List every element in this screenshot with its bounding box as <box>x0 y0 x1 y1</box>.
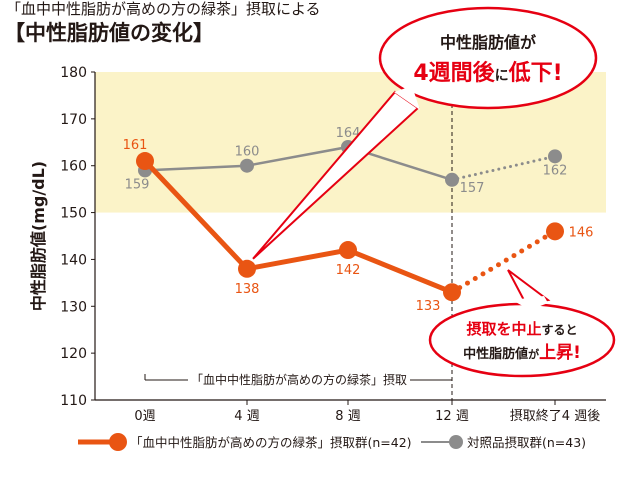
chart-subtitle: 「血中中性脂肪が高めの方の緑茶」摂取による <box>6 0 321 18</box>
chart-title: 【中性脂肪値の変化】 <box>4 21 214 45</box>
callout-top-pointer-mask <box>394 86 420 110</box>
period-label: 「血中中性脂肪が高めの方の緑茶」摂取 <box>191 372 407 387</box>
control-series-data-label: 164 <box>336 126 361 141</box>
callout-bottom-line2: 中性脂肪値が上昇! <box>463 343 581 363</box>
legend-test-label: 「血中中性脂肪が高めの方の緑茶」摂取群(n=42) <box>130 435 412 450</box>
x-tick-label: 摂取終了4 週後 <box>510 408 600 424</box>
control-series-data-label: 159 <box>125 177 150 192</box>
legend-test-marker <box>109 433 127 451</box>
x-tick-label: 4 週 <box>234 409 259 424</box>
test-series-followup-line <box>449 228 558 295</box>
y-tick-label: 160 <box>60 159 87 175</box>
legend-control-marker <box>449 435 463 449</box>
y-tick-label: 150 <box>60 206 87 222</box>
test-series-data-label: 138 <box>235 282 260 297</box>
test-series-data-label: 142 <box>336 263 361 278</box>
y-axis-label: 中性脂肪値(mg/dL) <box>29 161 48 311</box>
control-series-data-label: 162 <box>543 163 568 178</box>
control-series-point <box>548 149 562 164</box>
callout-top-bubble <box>378 6 598 110</box>
y-tick-label: 140 <box>60 252 87 268</box>
callout-top-line2: 4週間後に低下! <box>413 60 562 86</box>
control-series-point <box>240 158 254 173</box>
y-tick-label: 170 <box>60 112 87 128</box>
control-series-point <box>445 172 459 187</box>
control-series-data-label: 157 <box>460 181 485 196</box>
y-tick-label: 180 <box>60 65 87 81</box>
test-series-point <box>443 283 461 302</box>
callout-bottom-pointer-mask <box>512 296 548 310</box>
legend-control-label: 対照品摂取群(n=43) <box>467 435 586 450</box>
test-series-point <box>339 241 357 260</box>
y-tick-label: 130 <box>60 299 87 315</box>
callout-bottom-line1: 摂取を中止すると <box>466 320 577 338</box>
x-tick-label: 0週 <box>134 409 155 424</box>
y-tick-label: 110 <box>60 393 87 409</box>
x-tick-label: 8 週 <box>335 409 360 424</box>
test-series-point <box>136 152 154 171</box>
callout-bottom-bubble <box>428 302 616 378</box>
x-tick-label: 12 週 <box>435 409 469 424</box>
control-series-line <box>144 145 453 181</box>
control-series-followup-line <box>450 154 557 182</box>
test-series-point <box>546 222 564 241</box>
test-series-line <box>143 159 453 295</box>
control-series-data-label: 160 <box>235 145 260 160</box>
test-series-data-label: 133 <box>416 299 441 314</box>
y-tick-label: 120 <box>60 346 87 362</box>
callout-top-line1: 中性脂肪値が <box>440 33 536 52</box>
test-series-data-label: 161 <box>123 138 148 153</box>
test-series-point <box>238 259 256 278</box>
test-series-data-label: 146 <box>569 225 594 240</box>
